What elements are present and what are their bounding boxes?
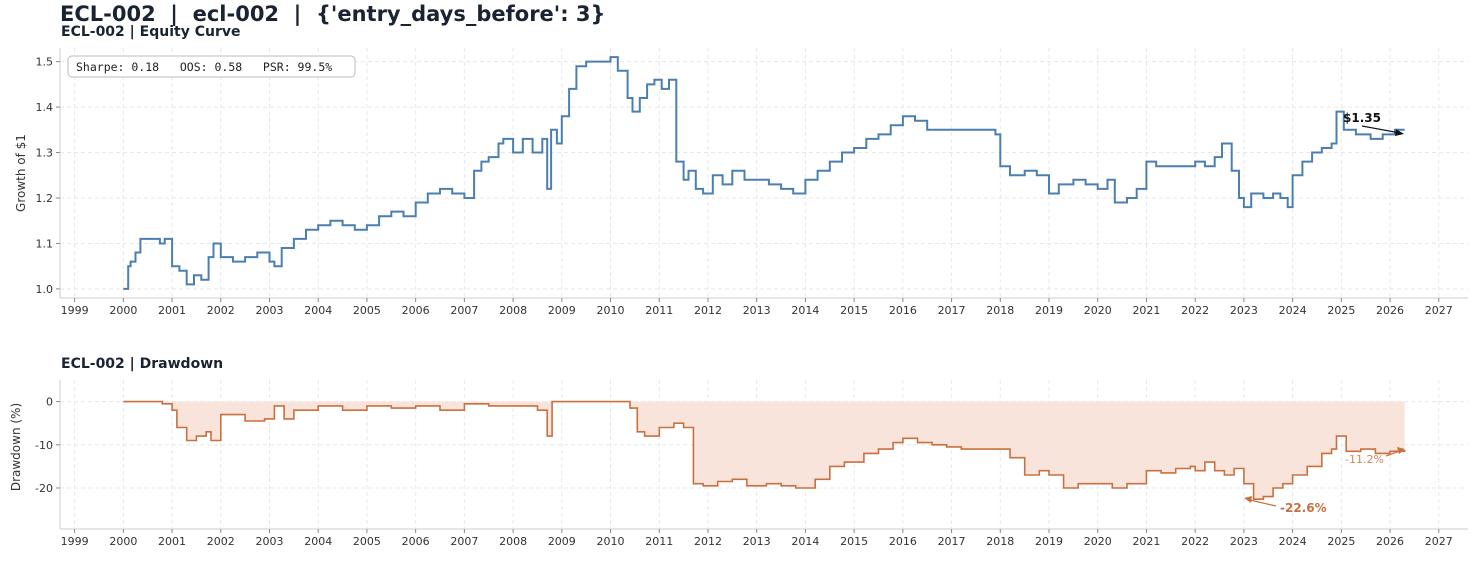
drawdown-y-axis-label: Drawdown (%): [9, 403, 23, 491]
x-tick-label: 2023: [1230, 304, 1258, 317]
x-tick-label: 2017: [938, 304, 966, 317]
drawdown-chart-title: ECL-002 | Drawdown: [61, 356, 223, 372]
x-tick-label: 2010: [597, 304, 625, 317]
drawdown-min-label: -22.6%: [1280, 501, 1327, 515]
x-tick-label: 2021: [1132, 535, 1160, 548]
y-tick-label: 1.0: [36, 283, 54, 296]
x-tick-label: 1999: [61, 535, 89, 548]
page-title: ECL-002 | ecl-002 | {'entry_days_before'…: [60, 2, 606, 26]
y-tick-label: 1.3: [36, 147, 54, 160]
drawdown-line: [123, 400, 1406, 500]
x-tick-label: 2016: [889, 304, 917, 317]
x-tick-label: 2014: [791, 535, 819, 548]
x-tick-label: 2026: [1376, 304, 1404, 317]
x-tick-label: 2006: [402, 535, 430, 548]
equity-end-annotation: $1.35: [1343, 111, 1404, 136]
equity-y-axis-label: Growth of $1: [14, 134, 28, 212]
x-tick-label: 2026: [1376, 535, 1404, 548]
y-tick-label: 0: [46, 396, 53, 409]
y-tick-label: -20: [35, 482, 53, 495]
x-tick-label: 2004: [304, 535, 332, 548]
drawdown-area: [123, 401, 1405, 500]
x-tick-label: 2022: [1181, 304, 1209, 317]
x-tick-label: 2012: [694, 304, 722, 317]
y-tick-label: -10: [35, 439, 53, 452]
x-tick-label: 2009: [548, 535, 576, 548]
x-tick-label: 2003: [255, 535, 283, 548]
x-tick-label: 2024: [1279, 535, 1307, 548]
x-tick-label: 2004: [304, 304, 332, 317]
x-tick-label: 2013: [743, 304, 771, 317]
equity-end-label: $1.35: [1343, 111, 1381, 125]
x-tick-label: 2012: [694, 535, 722, 548]
drawdown-ticks: 1999 2000 2001 2002 2003 2004 2005 2006 2007 2008…: [35, 396, 1453, 548]
x-tick-label: 2001: [158, 535, 186, 548]
x-tick-label: 2020: [1084, 535, 1112, 548]
drawdown-end-annotation: -11.2%: [1345, 447, 1405, 466]
x-tick-label: 2024: [1279, 304, 1307, 317]
x-tick-label: 2018: [986, 304, 1014, 317]
equity-ticks: 1999 2000 2001 2002 2003 2004 2005 2006 2007 2008…: [36, 56, 1453, 317]
x-tick-label: 2014: [791, 304, 819, 317]
y-tick-label: 1.2: [36, 192, 54, 205]
x-tick-label: 2027: [1425, 304, 1453, 317]
x-tick-label: 2027: [1425, 535, 1453, 548]
drawdown-end-label: -11.2%: [1345, 453, 1384, 466]
equity-stats-text: Sharpe: 0.18 OOS: 0.58 PSR: 99.5%: [76, 60, 332, 74]
x-tick-label: 2019: [1035, 535, 1063, 548]
x-tick-label: 2008: [499, 304, 527, 317]
x-tick-label: 2021: [1132, 304, 1160, 317]
x-tick-label: 2000: [109, 304, 137, 317]
x-tick-label: 2015: [840, 304, 868, 317]
x-tick-label: 2005: [353, 535, 381, 548]
x-tick-label: 2017: [938, 535, 966, 548]
x-tick-label: 2002: [207, 535, 235, 548]
x-tick-label: 2011: [645, 304, 673, 317]
x-tick-label: 2007: [450, 304, 478, 317]
x-tick-label: 2011: [645, 535, 673, 548]
x-tick-label: 2009: [548, 304, 576, 317]
x-tick-label: 2002: [207, 304, 235, 317]
y-tick-label: 1.1: [36, 237, 54, 250]
x-tick-label: 2005: [353, 304, 381, 317]
x-tick-label: 2010: [597, 535, 625, 548]
x-tick-label: 2016: [889, 535, 917, 548]
equity-chart-title: ECL-002 | Equity Curve: [61, 24, 240, 40]
drawdown-min-annotation: -22.6%: [1244, 496, 1327, 515]
x-tick-label: 2025: [1327, 535, 1355, 548]
equity-line: [123, 56, 1405, 290]
x-tick-label: 2008: [499, 535, 527, 548]
x-tick-label: 2023: [1230, 535, 1258, 548]
x-tick-label: 2020: [1084, 304, 1112, 317]
x-tick-label: 2015: [840, 535, 868, 548]
equity-stats-box: Sharpe: 0.18 OOS: 0.58 PSR: 99.5%: [67, 55, 356, 78]
x-tick-label: 2025: [1327, 304, 1355, 317]
x-tick-label: 2001: [158, 304, 186, 317]
x-tick-label: 2007: [450, 535, 478, 548]
x-tick-label: 2018: [986, 535, 1014, 548]
x-tick-label: 2003: [255, 304, 283, 317]
x-tick-label: 2022: [1181, 535, 1209, 548]
x-tick-label: 2006: [402, 304, 430, 317]
y-tick-label: 1.4: [36, 101, 54, 114]
x-tick-label: 2013: [743, 535, 771, 548]
x-tick-label: 1999: [61, 304, 89, 317]
x-tick-label: 2019: [1035, 304, 1063, 317]
y-tick-label: 1.5: [36, 56, 54, 69]
x-tick-label: 2000: [109, 535, 137, 548]
